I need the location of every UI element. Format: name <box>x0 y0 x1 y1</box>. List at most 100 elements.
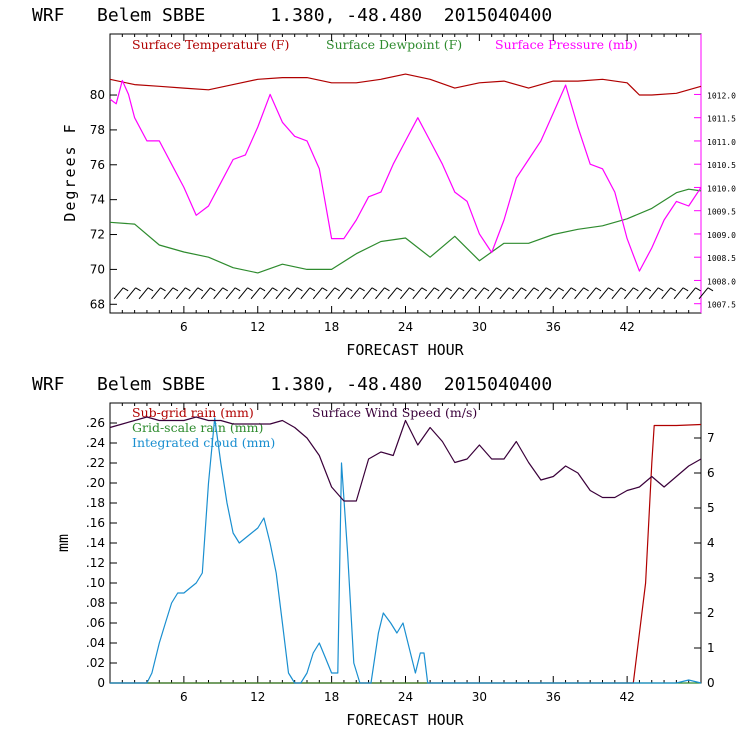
wind-barb <box>686 287 701 300</box>
y-tick-label: 72 <box>90 228 105 242</box>
wind-barb <box>499 287 515 300</box>
wind-barb <box>387 287 403 300</box>
series-line-surface-pressure-mb <box>109 79 702 272</box>
y-tick-label: 0 <box>97 676 105 690</box>
wind-barb <box>524 287 540 300</box>
x-tick-label: 6 <box>180 690 188 704</box>
wind-barb <box>163 287 179 300</box>
y-tick-label: 74 <box>90 193 105 207</box>
wind-barb <box>287 287 303 300</box>
wind-barb <box>636 287 652 300</box>
wind-barb <box>362 287 378 300</box>
x-tick-label: 24 <box>398 320 413 334</box>
wind-barb <box>574 287 589 300</box>
series-line-sub-grid-rain-mm <box>110 423 702 684</box>
wind-barb <box>138 287 154 300</box>
wind-barb <box>561 287 577 300</box>
wind-barb <box>487 287 502 300</box>
y-tick-label: 80 <box>90 88 105 102</box>
bottom-x-axis-label: FORECAST HOUR <box>346 711 464 729</box>
y-tick-label: .08 <box>86 596 105 610</box>
top-x-axis-label: FORECAST HOUR <box>346 341 464 359</box>
y2-tick-label: 1009.0 <box>707 231 736 240</box>
y2-tick-label: 1010.5 <box>707 161 736 170</box>
wind-barb <box>300 287 316 300</box>
y2-tick-label: 1012.0 <box>707 91 736 100</box>
wind-barb <box>200 287 216 300</box>
y2-tick-label: 1009.5 <box>707 208 736 217</box>
wind-barb <box>437 287 452 300</box>
y2-tick-label: 7 <box>707 431 715 445</box>
series-line-integrated-cloud-mm <box>110 417 702 684</box>
wind-barb <box>623 287 639 300</box>
wind-barb <box>399 287 415 300</box>
series-line-surface-dewpoint-f <box>109 188 702 274</box>
x-tick-label: 30 <box>472 320 487 334</box>
wind-barb <box>698 287 714 300</box>
wind-barb <box>113 287 129 300</box>
wind-barb <box>611 287 627 300</box>
y2-tick-label: 5 <box>707 501 715 515</box>
x-tick-label: 6 <box>180 320 188 334</box>
wind-barb <box>238 287 253 300</box>
wind-barb <box>312 287 328 300</box>
x-tick-label: 36 <box>546 690 561 704</box>
y-tick-label: 70 <box>90 262 105 276</box>
wind-barb <box>412 287 428 300</box>
wind-barb <box>213 287 228 300</box>
bottom-y-axis-label: mm <box>54 534 72 552</box>
wind-barb <box>337 287 353 300</box>
x-tick-label: 12 <box>250 690 265 704</box>
wind-barb <box>462 287 477 300</box>
x-tick-label: 42 <box>619 690 634 704</box>
wind-barb <box>375 287 390 300</box>
y2-tick-label: 1011.0 <box>707 138 736 147</box>
wind-barb <box>673 287 689 300</box>
wind-barb <box>325 287 340 300</box>
y-tick-label: .20 <box>86 476 105 490</box>
y2-tick-label: 1007.5 <box>707 301 736 310</box>
legend-wind-speed: Surface Wind Speed (m/s) <box>312 405 477 420</box>
y-tick-label: 78 <box>90 123 105 137</box>
wind-barb <box>151 287 166 300</box>
y-tick-label: .06 <box>86 616 105 630</box>
y2-tick-label: 2 <box>707 606 715 620</box>
series-line-surface-wind-speed-m-s <box>109 416 702 502</box>
y-tick-label: 68 <box>90 297 105 311</box>
wind-barb <box>586 287 602 300</box>
wind-barb <box>648 287 664 300</box>
y-tick-label: .24 <box>86 436 105 450</box>
top-plot-frame <box>109 33 702 314</box>
y-tick-label: 76 <box>90 158 105 172</box>
legend-integrated-cloud: Integrated cloud (mm) <box>132 435 275 450</box>
wind-barb <box>275 287 291 300</box>
series-line-surface-temperature-f <box>109 73 702 96</box>
wind-barb <box>536 287 552 300</box>
legend-surface-dewpoint: Surface Dewpoint (F) <box>326 37 462 52</box>
x-tick-label: 12 <box>250 320 265 334</box>
y2-tick-label: 1 <box>707 641 715 655</box>
x-tick-label: 24 <box>398 690 413 704</box>
x-tick-label: 18 <box>324 320 339 334</box>
y-tick-label: .22 <box>86 456 105 470</box>
legend-subgrid-rain: Sub-grid rain (mm) <box>132 405 254 420</box>
y-tick-label: .04 <box>86 636 105 650</box>
y-tick-label: .10 <box>86 576 105 590</box>
y-tick-label: .18 <box>86 496 105 510</box>
y-tick-label: .16 <box>86 516 105 530</box>
wind-barb <box>263 287 278 300</box>
wind-barb <box>474 287 490 300</box>
wind-barb <box>511 287 527 300</box>
wind-barb <box>188 287 204 300</box>
wind-barb <box>424 287 440 300</box>
top-title: WRF Belem SBBE 1.380, -48.480 2015040400 <box>32 5 552 26</box>
x-tick-label: 36 <box>546 320 561 334</box>
y2-tick-label: 3 <box>707 571 715 585</box>
top-y-axis-label: Degrees F <box>61 122 79 221</box>
wind-barb <box>661 287 676 300</box>
wind-barb <box>126 287 141 300</box>
y-tick-label: .02 <box>86 656 105 670</box>
y2-tick-label: 1010.0 <box>707 184 736 193</box>
